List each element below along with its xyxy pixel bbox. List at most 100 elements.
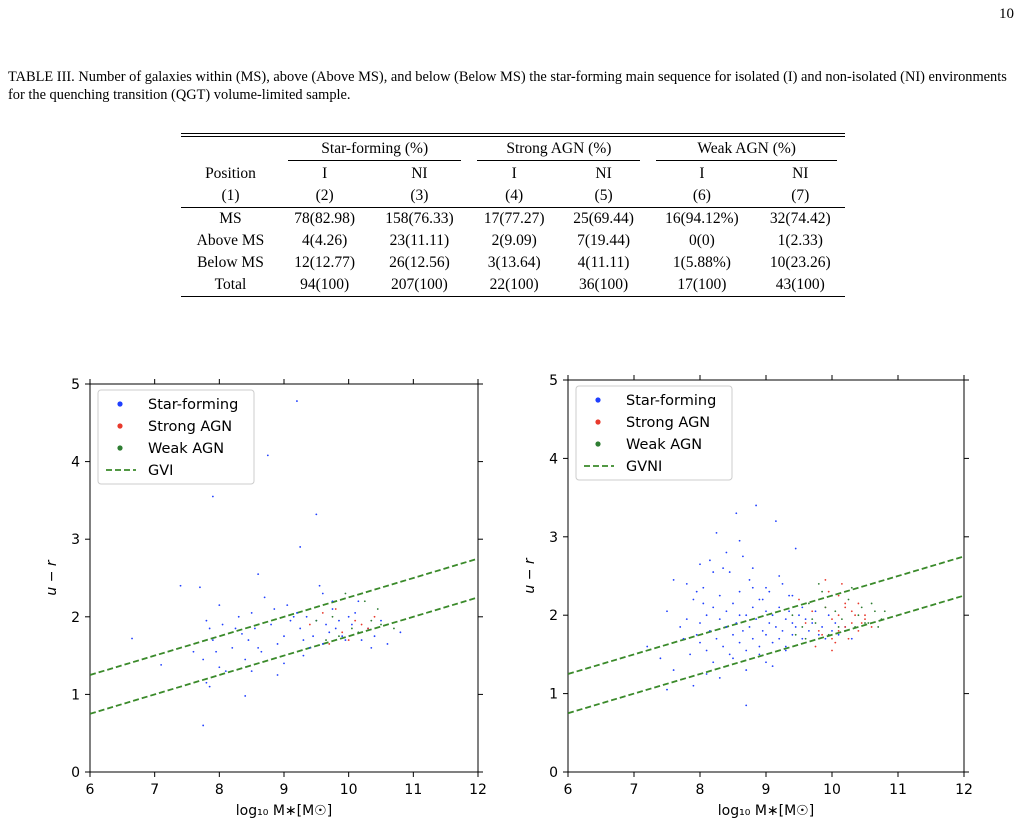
- data-point: [880, 618, 883, 621]
- data-point: [735, 512, 738, 515]
- data-point: [778, 575, 781, 577]
- data-point: [302, 654, 305, 657]
- data-point: [870, 626, 873, 628]
- data-point: [775, 520, 777, 523]
- table-cell: 12(12.77): [294, 254, 355, 271]
- data-point: [257, 646, 260, 649]
- data-point: [254, 627, 256, 630]
- data-point: [735, 622, 738, 624]
- data-point: [745, 614, 748, 617]
- data-point: [877, 626, 880, 628]
- data-point: [765, 661, 767, 664]
- data-point: [794, 633, 797, 636]
- data-point: [738, 614, 741, 617]
- data-point: [308, 623, 311, 626]
- data-point: [814, 610, 817, 613]
- data-point: [354, 612, 357, 614]
- data-point: [357, 600, 360, 603]
- data-point: [784, 618, 787, 621]
- data-point: [728, 571, 731, 573]
- y-tick-label: 0: [549, 765, 558, 781]
- data-point: [341, 631, 344, 634]
- data-point: [850, 610, 853, 613]
- legend-marker: [117, 445, 123, 451]
- data-point: [850, 622, 853, 624]
- data-point: [837, 633, 840, 636]
- data-point: [732, 633, 734, 636]
- data-point: [804, 622, 807, 624]
- data-point: [817, 629, 820, 632]
- data-point: [722, 567, 724, 570]
- data-point: [742, 555, 744, 558]
- data-point: [791, 622, 794, 624]
- data-point: [834, 610, 837, 613]
- data-point: [768, 590, 771, 593]
- data-point: [244, 658, 247, 661]
- data-point: [218, 666, 221, 669]
- data-point: [321, 643, 324, 645]
- data-point: [824, 637, 827, 640]
- data-point: [347, 615, 350, 618]
- y-tick-label: 1: [71, 687, 80, 703]
- data-point: [351, 627, 353, 630]
- data-point: [709, 629, 711, 632]
- data-point: [376, 608, 379, 610]
- col-number: (6): [692, 187, 711, 204]
- table-row: MS 78(82.98) 158(76.33) 17(77.27) 25(69.…: [181, 207, 845, 230]
- legend-label: Star-forming: [148, 397, 238, 413]
- data-point: [231, 646, 234, 649]
- data-point: [370, 646, 373, 649]
- x-tick-label: 12: [469, 782, 487, 798]
- data-point: [666, 610, 668, 613]
- legend: Star-forming Strong AGN Weak AGN GVNI: [575, 385, 733, 481]
- data-point: [821, 626, 823, 628]
- data-point: [315, 513, 318, 516]
- data-point: [685, 582, 688, 585]
- legend-marker: [595, 397, 601, 403]
- table-cell: 94(100): [279, 274, 370, 297]
- data-point: [685, 618, 688, 621]
- data-point: [801, 637, 804, 640]
- data-point: [380, 619, 382, 622]
- y-axis-label: u − r: [522, 557, 538, 594]
- data-point: [751, 567, 754, 570]
- table-cell: 17(100): [648, 274, 756, 297]
- data-point: [695, 590, 698, 593]
- data-point: [205, 681, 208, 684]
- data-point: [131, 637, 133, 640]
- data-point: [850, 637, 853, 640]
- table-cell: 26(12.56): [389, 254, 450, 271]
- data-point: [205, 619, 208, 622]
- data-point: [745, 669, 748, 671]
- data-point: [325, 623, 327, 626]
- data-point: [292, 615, 295, 618]
- y-tick-label: 5: [549, 373, 558, 389]
- x-tick-label: 12: [955, 782, 973, 798]
- data-point: [712, 571, 715, 573]
- data-point: [318, 584, 321, 587]
- data-point: [331, 615, 334, 618]
- data-point: [215, 650, 218, 653]
- data-point: [679, 626, 682, 628]
- col-number: (7): [791, 187, 810, 204]
- data-point: [712, 661, 715, 664]
- data-point: [844, 629, 847, 632]
- data-point: [360, 639, 363, 641]
- data-point: [837, 614, 840, 617]
- group-header-star-forming: Star-forming (%): [280, 137, 470, 163]
- data-point: [801, 606, 804, 609]
- data-point: [831, 594, 833, 597]
- data-point: [775, 626, 777, 628]
- col-number: (4): [505, 187, 524, 204]
- legend-label: Strong AGN: [626, 415, 710, 431]
- data-point: [344, 592, 347, 595]
- data-point: [373, 635, 376, 638]
- col-label: I: [322, 165, 328, 182]
- data-point: [811, 622, 814, 624]
- data-point: [283, 635, 285, 638]
- data-point: [315, 619, 318, 622]
- data-point: [241, 632, 243, 635]
- x-tick-label: 10: [823, 782, 841, 798]
- data-point: [784, 649, 787, 652]
- page-number: 10: [999, 6, 1014, 22]
